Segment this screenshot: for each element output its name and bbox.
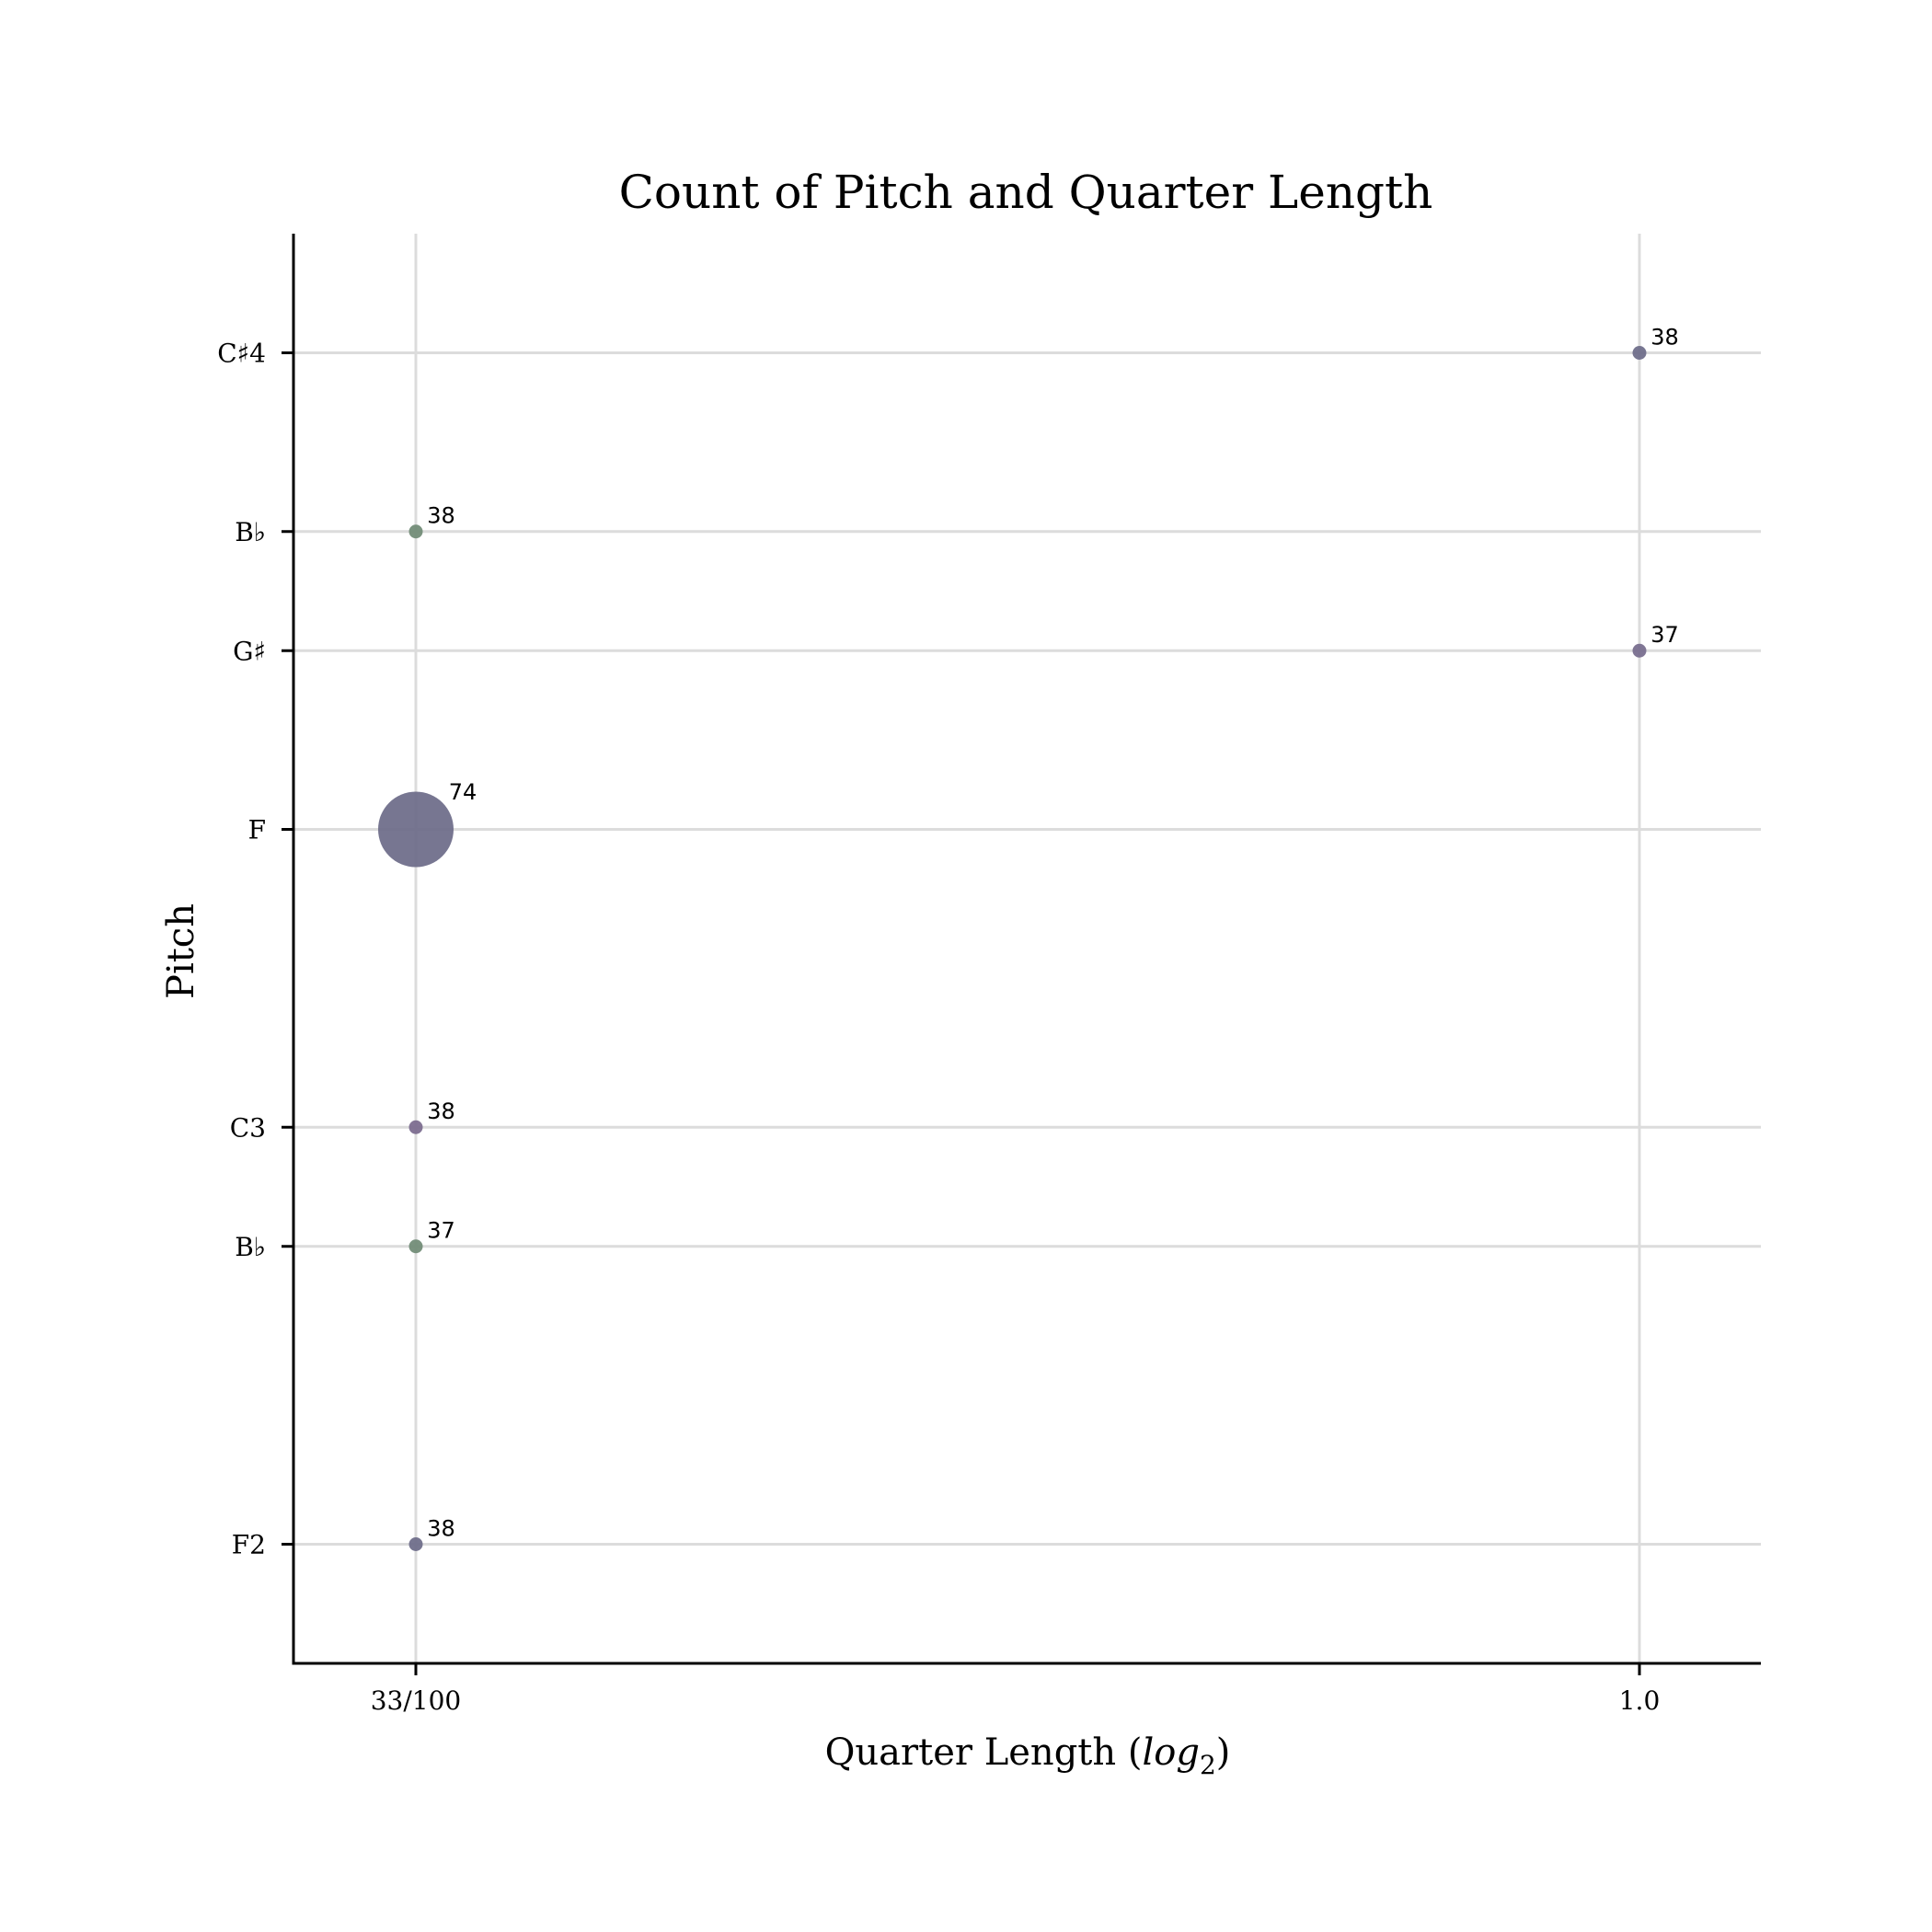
- x-axis-label: Quarter Length (log2): [825, 1731, 1231, 1780]
- y-tick-label: G♯: [233, 636, 266, 666]
- x-axis-label-close: ): [1216, 1731, 1231, 1774]
- x-axis-label-log: log: [1142, 1731, 1199, 1774]
- grid-layer: [293, 234, 1761, 1663]
- points-layer: [378, 346, 1647, 1551]
- x-tick-label: 33/100: [371, 1685, 462, 1716]
- axes-layer: [292, 234, 1761, 1665]
- x-axis-label-base: 2: [1200, 1750, 1216, 1780]
- chart-title: Count of Pitch and Quarter Length: [619, 166, 1433, 219]
- data-point: [408, 1537, 423, 1551]
- data-label: 38: [1650, 324, 1679, 350]
- data-point: [1632, 643, 1647, 658]
- axis-spines: [292, 234, 1761, 1665]
- labels-layer: 38 38 37 74 38 37 38: [427, 324, 1679, 1541]
- data-label: 37: [1650, 622, 1679, 648]
- y-tick-label: F: [248, 815, 266, 845]
- y-tick-label: B♭: [235, 1232, 266, 1262]
- data-label: 38: [427, 503, 455, 529]
- data-label: 38: [427, 1098, 455, 1124]
- y-axis-label: Pitch: [160, 903, 202, 999]
- y-tick-label: C♯4: [217, 339, 266, 369]
- y-tick-label: F2: [232, 1530, 266, 1560]
- x-axis-label-main: Quarter Length (: [825, 1731, 1143, 1774]
- data-point: [378, 791, 454, 868]
- data-point: [408, 1239, 423, 1254]
- y-tick-label: B♭: [235, 517, 266, 547]
- data-point: [408, 524, 423, 539]
- data-point: [408, 1120, 423, 1134]
- data-label: 38: [427, 1515, 455, 1541]
- data-label: 74: [449, 779, 477, 805]
- y-tick-label: C3: [230, 1112, 266, 1143]
- data-label: 37: [427, 1218, 455, 1244]
- data-point: [1632, 346, 1647, 360]
- x-tick-label: 1.0: [1619, 1685, 1661, 1716]
- ticks-layer: 33/100 1.0 F2 B♭ C3 F G♯ B♭ C♯4: [217, 339, 1660, 1717]
